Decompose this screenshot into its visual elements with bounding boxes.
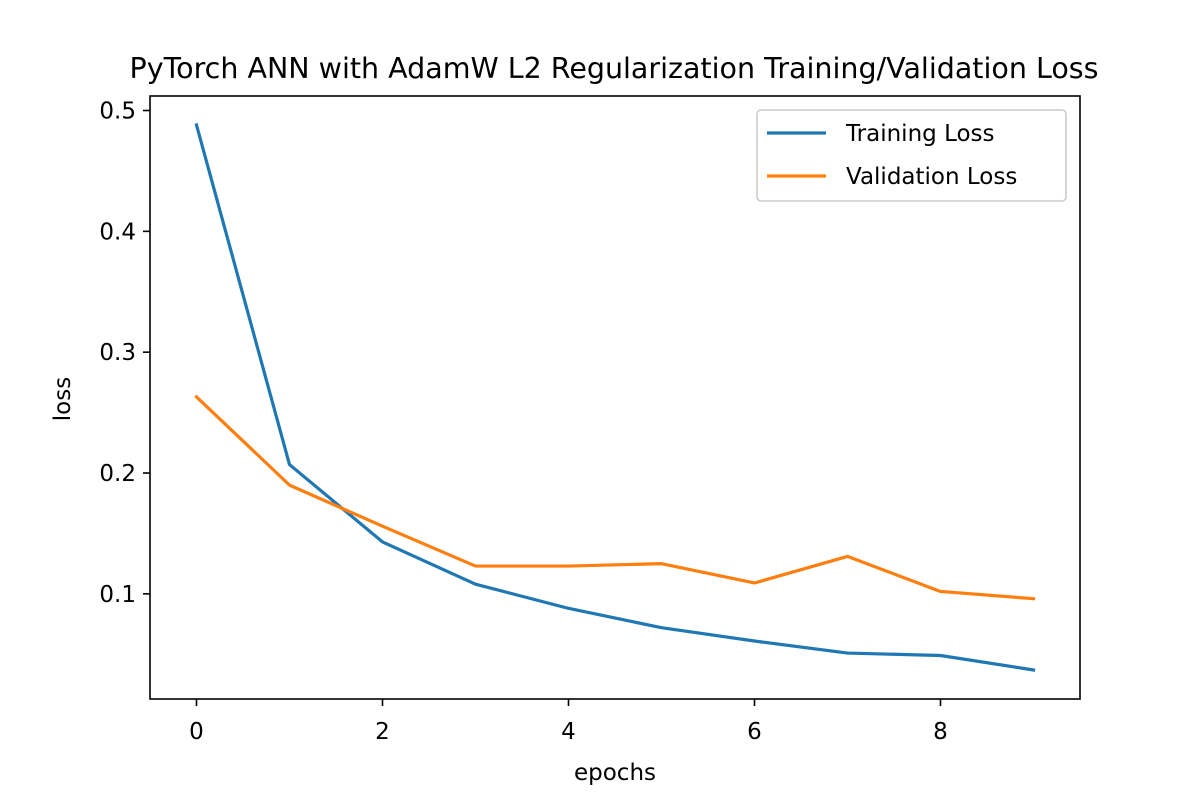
legend-label-training: Training Loss bbox=[845, 121, 995, 147]
series-line-validation bbox=[194, 394, 1036, 601]
y-axis: 0.1 0.2 0.3 0.4 0.5 bbox=[99, 99, 150, 608]
legend: Training Loss Validation Loss bbox=[756, 109, 1067, 202]
y-tick-label: 0.3 bbox=[99, 340, 136, 366]
legend-box bbox=[756, 109, 1067, 202]
y-tick-label: 0.2 bbox=[99, 461, 136, 487]
x-tick-label: 8 bbox=[933, 719, 948, 745]
legend-label-validation: Validation Loss bbox=[846, 164, 1017, 190]
x-tick-label: 2 bbox=[375, 719, 390, 745]
x-tick-label: 0 bbox=[189, 719, 204, 745]
x-axis-label: epochs bbox=[574, 760, 656, 786]
y-tick-label: 0.4 bbox=[99, 219, 136, 245]
series-line-training bbox=[194, 123, 1036, 672]
y-axis-label: loss bbox=[50, 377, 76, 421]
y-tick-label: 0.1 bbox=[99, 582, 136, 608]
plot-area bbox=[194, 123, 1036, 672]
chart-title: PyTorch ANN with AdamW L2 Regularization… bbox=[130, 52, 1099, 85]
x-tick-label: 6 bbox=[747, 719, 762, 745]
x-tick-label: 4 bbox=[561, 719, 576, 745]
y-tick-label: 0.5 bbox=[99, 99, 136, 125]
axes-frame bbox=[149, 95, 1081, 700]
x-axis: 0 2 4 6 8 bbox=[189, 699, 948, 745]
